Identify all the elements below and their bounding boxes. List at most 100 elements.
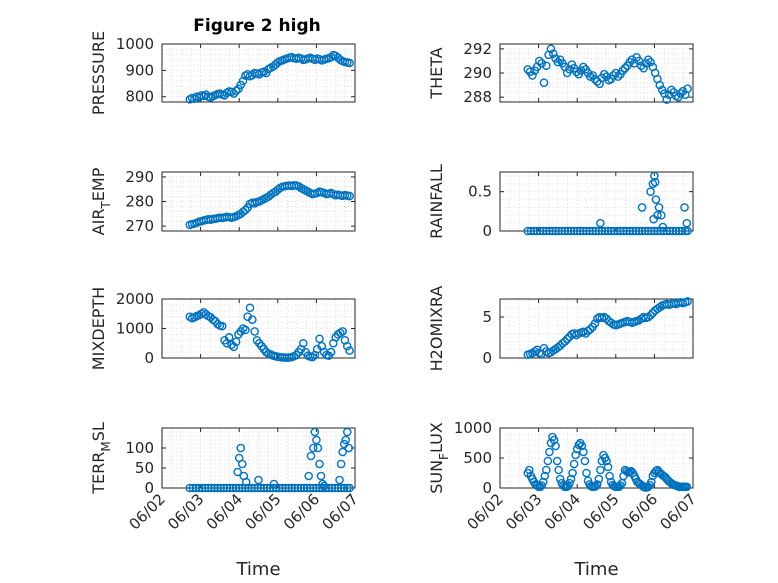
data-point xyxy=(667,85,676,95)
data-point xyxy=(535,56,544,66)
data-point xyxy=(655,80,665,90)
x-tick-label: 06/04 xyxy=(203,490,246,533)
data-point xyxy=(241,477,251,487)
data-point xyxy=(222,483,232,493)
subplot-1: 800 900 1000 PRESSURE xyxy=(89,31,356,115)
data-point xyxy=(245,303,255,313)
data-point xyxy=(683,84,692,94)
data-point xyxy=(345,346,354,355)
data-point xyxy=(247,483,256,493)
data-point xyxy=(248,315,257,324)
data-point xyxy=(579,226,588,236)
data-point xyxy=(234,483,244,493)
y-axis-label: TERRMSL xyxy=(89,422,113,495)
data-point xyxy=(278,483,287,493)
data-point xyxy=(302,483,312,493)
data-point xyxy=(344,443,354,453)
data-point xyxy=(336,459,346,469)
data-point xyxy=(657,210,666,220)
data-point xyxy=(600,226,610,236)
data-point xyxy=(259,483,269,493)
data-point xyxy=(613,72,623,81)
data-point xyxy=(219,483,229,493)
data-point xyxy=(605,471,614,481)
data-point xyxy=(566,226,576,236)
data-point xyxy=(572,67,581,77)
y-axis-label: AIRTEMP xyxy=(89,167,113,235)
data-point xyxy=(554,465,563,475)
data-point xyxy=(637,203,647,212)
data-point xyxy=(591,481,601,491)
data-point xyxy=(596,465,605,475)
data-point xyxy=(651,466,661,476)
y-axis-label-subscript: F xyxy=(437,453,451,460)
y-tick-label: 0 xyxy=(144,479,154,497)
y-tick-label: 2000 xyxy=(116,290,154,308)
data-point xyxy=(646,311,655,320)
data-point xyxy=(284,483,293,493)
data-point xyxy=(596,218,605,228)
data-point xyxy=(662,95,672,104)
y-axis-label-tail: SL xyxy=(89,422,108,441)
data-point xyxy=(618,66,628,75)
data-point xyxy=(676,89,685,98)
data-point xyxy=(231,337,241,347)
data-point xyxy=(298,338,308,348)
data-point xyxy=(342,427,352,437)
data-point xyxy=(682,218,692,228)
data-point xyxy=(628,226,638,236)
data-point xyxy=(224,333,234,342)
data-point xyxy=(229,342,239,352)
data-point xyxy=(680,203,689,212)
x-tick-label: 06/05 xyxy=(241,490,284,533)
data-point xyxy=(665,226,675,236)
data-point xyxy=(586,325,595,334)
data-point xyxy=(650,226,659,236)
data-point xyxy=(540,471,550,481)
x-tick-label: 06/03 xyxy=(502,490,545,533)
data-point xyxy=(293,483,303,493)
data-point xyxy=(616,226,625,236)
data-point xyxy=(654,203,664,212)
y-tick-label: 900 xyxy=(125,61,154,79)
data-point xyxy=(233,467,242,477)
data-point xyxy=(532,226,542,236)
data-point xyxy=(569,459,579,469)
data-point xyxy=(345,483,354,493)
data-point xyxy=(318,479,327,489)
y-axis-label-subscript: M xyxy=(99,441,113,451)
data-point xyxy=(683,226,692,236)
data-point xyxy=(241,325,250,335)
data-point xyxy=(341,435,351,445)
data-point xyxy=(609,226,619,236)
x-tick-label: 06/07 xyxy=(319,490,362,533)
data-point xyxy=(594,226,604,236)
data-points xyxy=(523,44,692,104)
data-point xyxy=(571,450,580,460)
data-point xyxy=(526,226,536,236)
data-point xyxy=(653,226,662,236)
subplot-4: 0 0.5 RAINFALL xyxy=(427,164,694,240)
subplot-6: 0 5 H2OMIXRA xyxy=(427,286,694,371)
data-point xyxy=(529,226,539,236)
data-point xyxy=(262,483,272,493)
data-point xyxy=(599,69,609,79)
data-point xyxy=(620,63,630,73)
data-point xyxy=(572,226,582,236)
data-point xyxy=(333,483,343,493)
data-point xyxy=(538,226,548,236)
y-tick-label: 100 xyxy=(125,439,154,457)
data-point xyxy=(637,226,647,236)
y-tick-label: 5 xyxy=(482,308,492,326)
data-point xyxy=(238,207,248,217)
data-point xyxy=(188,483,198,493)
data-point xyxy=(229,89,239,98)
data-point xyxy=(542,465,551,475)
data-point xyxy=(643,226,653,236)
data-point xyxy=(548,49,558,58)
data-point xyxy=(538,477,548,487)
data-point xyxy=(281,483,290,493)
x-axis-label: Time xyxy=(235,559,280,580)
data-point xyxy=(327,483,337,493)
